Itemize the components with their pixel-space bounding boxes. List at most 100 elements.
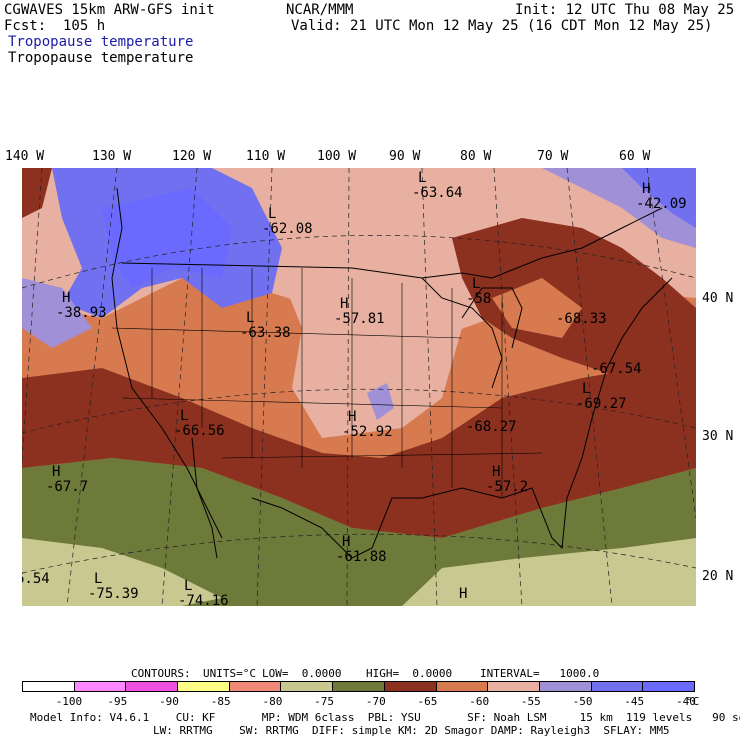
colorbar-swatch: [22, 681, 75, 692]
extremum-value: -58: [466, 291, 491, 307]
lon-label: 60 W: [619, 149, 651, 164]
colorbar-swatch: [332, 681, 385, 692]
colorbar-tick-label: -75: [314, 695, 335, 708]
field-title-black: Tropopause temperature: [8, 50, 194, 66]
low-marker: L: [94, 571, 102, 587]
colorbar-swatch: [177, 681, 230, 692]
colorbar-swatch: [280, 681, 334, 692]
extremum-value: -38.93: [56, 305, 107, 321]
colorbar-swatch: [590, 681, 644, 692]
extremum-value: -75.39: [88, 586, 139, 602]
extremum-value: -61.88: [336, 549, 387, 565]
extremum-value: -63.38: [240, 325, 291, 341]
lat-label: 40 N: [702, 291, 734, 306]
colorbar-tick-label: -100: [55, 695, 83, 708]
colorbar-swatch: [228, 681, 282, 692]
colorbar-tick-label: -85: [210, 695, 231, 708]
low-marker: L: [472, 276, 480, 292]
colorbar-tick-label: -90: [159, 695, 179, 708]
coastlines: [111, 187, 673, 559]
lon-label: 80 W: [460, 149, 492, 164]
low-marker: L: [418, 170, 426, 186]
colorbar-swatch: [642, 681, 695, 692]
extremum-value: -62.08: [262, 221, 313, 237]
state-borders: [111, 268, 543, 498]
contours-label: CONTOURS:: [131, 667, 191, 680]
high-marker: H: [342, 534, 350, 550]
model-title: CGWAVES 15km ARW-GFS init: [4, 2, 215, 18]
tropopause-temperature-map: L-63.64 H-42.09L-62.08H-38.93 L-63.38H-57.…: [22, 168, 696, 606]
extremum-value: -57.81: [334, 311, 385, 327]
colorbar-tick-label: -50: [572, 695, 593, 708]
colorbar-tick-label: -55: [520, 695, 541, 708]
center-label: NCAR/MMM: [286, 2, 354, 18]
model-info-line1: Model Info: V4.6.1 CU: KF MP: WDM 6class…: [30, 711, 740, 724]
extremum-value: -74.16: [178, 593, 229, 606]
extremum-value: 6.54: [22, 571, 50, 587]
lon-label: 110 W: [246, 149, 286, 164]
high-marker: H: [642, 181, 650, 197]
low-marker: L: [268, 206, 276, 222]
valid-time: Valid: 21 UTC Mon 12 May 25 (16 CDT Mon …: [291, 18, 713, 34]
high-marker: H: [340, 296, 348, 312]
field-title-blue: Tropopause temperature: [8, 34, 194, 50]
high-marker: H: [492, 464, 500, 480]
colorbar-swatch: [73, 681, 127, 692]
lon-label: 70 W: [537, 149, 569, 164]
high-marker: H: [459, 586, 467, 602]
lon-label: 100 W: [317, 149, 357, 164]
extremum-value: -68.33: [556, 311, 607, 327]
forecast-hour: Fcst: 105 h: [4, 18, 106, 34]
lat-label: 30 N: [702, 429, 734, 444]
extremum-value: -42.09: [636, 196, 687, 212]
field-red-nw-corner: [22, 168, 52, 218]
field-red-band: [22, 358, 696, 538]
lon-label: 130 W: [92, 149, 132, 164]
lon-label: 120 W: [172, 149, 212, 164]
colorbar-tick-label: -60: [469, 695, 490, 708]
colorbar-tick-label: -40: [676, 695, 696, 708]
lon-label: 90 W: [389, 149, 421, 164]
colorbar-tick-label: -80: [262, 695, 283, 708]
extremum-value: -57.2: [486, 479, 528, 495]
field-red-ne: [452, 218, 696, 378]
colorbar-swatch: [435, 681, 489, 692]
lat-label: 20 N: [702, 569, 734, 584]
colorbar-tick-label: -65: [417, 695, 438, 708]
graticule: [22, 168, 696, 606]
colorbar-tick-label: -45: [624, 695, 645, 708]
contours-units: UNITS=°C: [203, 667, 256, 680]
colorbar-swatch: [487, 681, 540, 692]
field-lavender-w: [22, 278, 92, 348]
low-marker: L: [180, 408, 188, 424]
lon-label: 140 W: [5, 149, 45, 164]
field-blue-ne: [622, 168, 696, 228]
extremum-value: -67.7: [46, 479, 88, 495]
contours-interval: INTERVAL= 1000.0: [480, 667, 600, 680]
field-pale-central: [282, 268, 462, 438]
contours-high: HIGH= 0.0000: [366, 667, 453, 680]
extremum-value: -63.64: [412, 185, 463, 201]
colorbar-swatch: [538, 681, 592, 692]
field-khaki-sw: [22, 538, 222, 606]
extremum-value: -66.56: [174, 423, 225, 439]
high-marker: H: [52, 464, 60, 480]
extremum-value: -52.92: [342, 424, 393, 440]
field-lavender-central: [367, 383, 394, 420]
colorbar-unit: °C: [686, 695, 700, 708]
low-marker: L: [184, 578, 192, 594]
high-marker: H: [62, 290, 70, 306]
colorbar-swatch: [125, 681, 179, 692]
low-marker: L: [582, 381, 590, 397]
init-time: Init: 12 UTC Thu 08 May 25: [515, 2, 735, 18]
colorbar-tick-label: -95: [107, 695, 128, 708]
extremum-value: -69.27: [576, 396, 627, 412]
field-khaki-se: [402, 538, 696, 606]
colorbar-swatch: [383, 681, 437, 692]
low-marker: L: [246, 310, 254, 326]
extremum-value: -67.54: [591, 361, 642, 377]
colorbar-tick-label: -70: [365, 695, 386, 708]
high-marker: H: [348, 409, 356, 425]
model-info-line2: LW: RRTMG SW: RRTMG DIFF: simple KM: 2D …: [153, 724, 670, 737]
extremum-value: -68.27: [466, 419, 517, 435]
